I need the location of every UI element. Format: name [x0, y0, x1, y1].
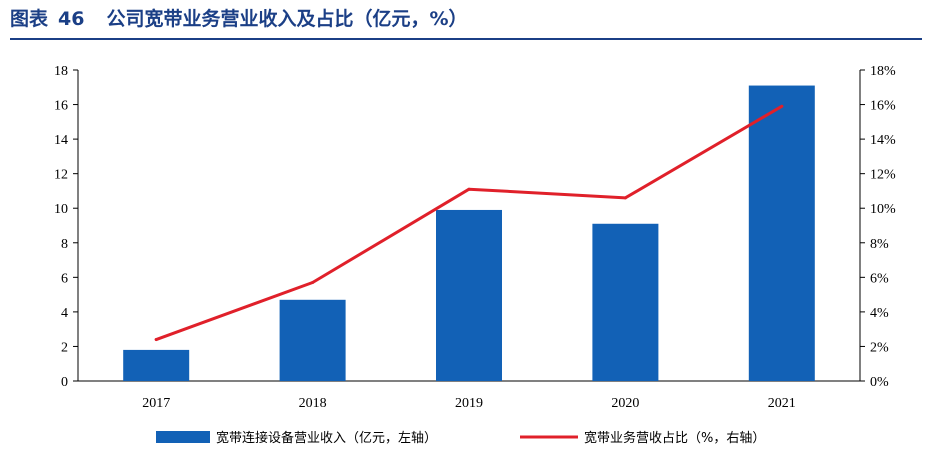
- left-tick-label: 12: [54, 168, 68, 183]
- figure-number: 46: [58, 8, 85, 30]
- right-tick-label: 10%: [870, 202, 896, 217]
- legend-bar-label: 宽带连接设备营业收入（亿元，左轴）: [216, 430, 437, 446]
- x-tick-label: 2018: [299, 396, 327, 411]
- line-point: [780, 104, 784, 108]
- x-axis-ticks: 2017 2018 2019 2020 2021: [142, 396, 796, 411]
- left-tick-label: 6: [61, 271, 68, 286]
- right-tick-label: 0%: [870, 375, 889, 390]
- right-tick-label: 2%: [870, 340, 889, 355]
- left-tick-label: 2: [61, 340, 68, 355]
- figure-title: 图表 46 公司宽带业务营业收入及占比（亿元，%）: [10, 4, 468, 34]
- legend-bar-swatch: [156, 431, 210, 443]
- bar: [748, 85, 815, 382]
- left-tick-label: 8: [61, 237, 68, 252]
- figure-caption: 公司宽带业务营业收入及占比（亿元，%）: [106, 8, 468, 30]
- line-point: [154, 338, 158, 342]
- left-tick-label: 10: [54, 202, 68, 217]
- right-tick-label: 14%: [870, 133, 896, 148]
- line-point: [623, 196, 627, 200]
- chart-axes: 0 0% 2 2% 4 4% 6 6% 8 8% 10 10% 12 12% 14 14% 16 16% 18 18%: [54, 64, 896, 390]
- bar: [123, 349, 190, 381]
- bar: [436, 209, 502, 381]
- x-tick-label: 2021: [768, 396, 796, 411]
- right-tick-label: 12%: [870, 168, 896, 183]
- left-tick-label: 18: [54, 64, 68, 79]
- x-tick-label: 2020: [611, 396, 639, 411]
- left-tick-label: 16: [54, 99, 68, 114]
- right-tick-label: 18%: [870, 64, 896, 79]
- left-tick-label: 0: [61, 375, 68, 390]
- left-tick-label: 14: [54, 133, 68, 148]
- bar-series: [123, 85, 815, 382]
- right-tick-label: 6%: [870, 271, 889, 286]
- line-point: [311, 281, 315, 285]
- bar: [279, 299, 346, 381]
- legend-line-label: 宽带业务营收占比（%，右轴）: [584, 430, 765, 446]
- right-tick-label: 4%: [870, 306, 889, 321]
- line-series: [154, 104, 784, 342]
- title-rule: [10, 38, 922, 40]
- x-tick-label: 2019: [455, 396, 483, 411]
- bar: [592, 223, 659, 381]
- x-tick-label: 2017: [142, 396, 170, 411]
- figure-label: 图表: [10, 8, 49, 30]
- right-tick-label: 16%: [870, 99, 896, 114]
- left-tick-label: 4: [61, 306, 68, 321]
- right-tick-label: 8%: [870, 237, 889, 252]
- line-point: [467, 187, 471, 191]
- legend: 宽带连接设备营业收入（亿元，左轴） 宽带业务营收占比（%，右轴）: [156, 430, 765, 446]
